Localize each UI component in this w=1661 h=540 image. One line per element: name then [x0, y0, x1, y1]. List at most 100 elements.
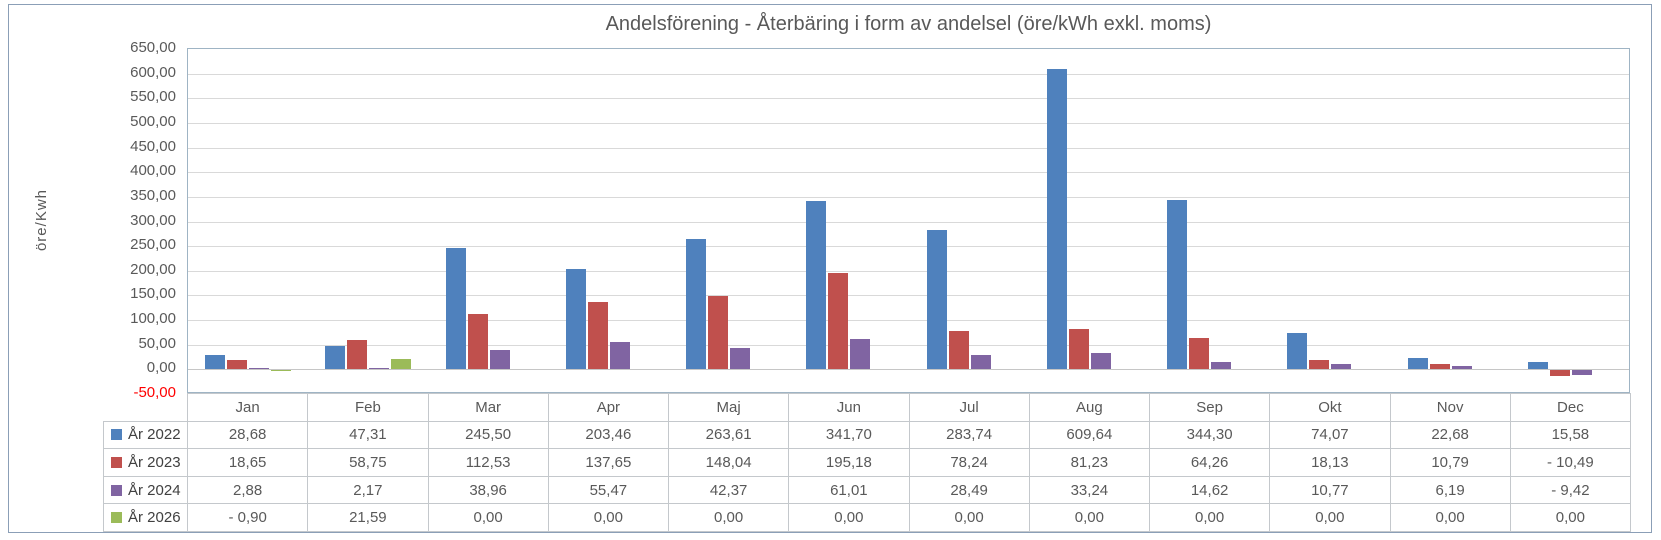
bar-år-2022-nov[interactable]	[1407, 358, 1428, 370]
plot-area[interactable]	[187, 48, 1630, 393]
value-cell: 0,00	[1509, 503, 1632, 532]
value-cell: 14,62	[1148, 475, 1271, 505]
bar-år-2022-mar[interactable]	[445, 248, 466, 370]
value-cell: 0,00	[1148, 503, 1271, 532]
value-cell: 0,00	[667, 503, 790, 532]
legend-label: År 2023	[128, 453, 181, 471]
bar-år-2024-sep[interactable]	[1211, 362, 1232, 370]
month-header-cell: Jan	[186, 393, 309, 422]
value-cell: 74,07	[1269, 420, 1391, 450]
value-cell: 42,37	[667, 475, 790, 505]
y-tick-label: 100,00	[130, 310, 176, 328]
value-cell: 0,00	[1389, 503, 1511, 532]
bar-år-2022-jan[interactable]	[205, 355, 226, 370]
value-cell: 78,24	[908, 448, 1030, 477]
y-tick-label: 250,00	[130, 236, 176, 254]
value-cell: 61,01	[788, 475, 910, 505]
bar-år-2024-maj[interactable]	[730, 348, 751, 370]
value-cell: 6,19	[1389, 475, 1511, 505]
bar-år-2023-dec[interactable]	[1549, 370, 1570, 376]
gridline	[188, 246, 1629, 248]
month-header-cell: Okt	[1269, 393, 1391, 422]
table-row: År 2022 28,68 47,31 245,50 203,46 263,61 341,7…	[103, 420, 1632, 450]
bar-år-2024-okt[interactable]	[1331, 364, 1352, 370]
value-cell: 10,77	[1269, 475, 1391, 505]
gridline	[188, 270, 1629, 272]
bar-år-2022-feb[interactable]	[325, 346, 346, 370]
legend-key-swatch	[111, 484, 122, 496]
month-header-cell: Feb	[307, 393, 429, 422]
value-cell: 33,24	[1028, 475, 1151, 505]
bar-år-2023-nov[interactable]	[1429, 364, 1450, 370]
value-cell: 38,96	[427, 475, 549, 505]
bar-år-2022-apr[interactable]	[565, 269, 586, 370]
bar-år-2024-apr[interactable]	[609, 342, 630, 370]
bar-år-2024-aug[interactable]	[1090, 352, 1111, 370]
bar-år-2022-okt[interactable]	[1287, 332, 1308, 370]
bar-år-2022-jun[interactable]	[806, 200, 827, 370]
legend-label: År 2022	[128, 426, 181, 444]
gridline	[188, 320, 1629, 322]
value-cell: - 10,49	[1509, 448, 1632, 477]
bar-år-2026-feb[interactable]	[391, 358, 412, 370]
bar-år-2023-mar[interactable]	[467, 313, 488, 370]
bar-år-2023-aug[interactable]	[1068, 329, 1089, 370]
gridline	[188, 147, 1629, 149]
bar-år-2026-jan[interactable]	[271, 370, 292, 371]
month-header-cell: Mar	[427, 393, 549, 422]
value-cell: 0,00	[547, 503, 670, 532]
bar-år-2023-sep[interactable]	[1189, 337, 1210, 370]
bar-år-2023-jan[interactable]	[227, 360, 248, 370]
value-cell: 0,00	[908, 503, 1030, 532]
bar-år-2024-nov[interactable]	[1451, 366, 1472, 370]
y-tick-label: 600,00	[130, 63, 176, 81]
bar-år-2023-apr[interactable]	[587, 301, 608, 370]
y-tick-label: 200,00	[130, 260, 176, 278]
table-corner-cell	[104, 394, 188, 422]
y-tick-label: 0,00	[146, 359, 176, 377]
value-cell: 55,47	[547, 475, 670, 505]
value-cell: 15,58	[1509, 420, 1632, 450]
bar-år-2023-feb[interactable]	[347, 340, 368, 370]
month-header-cell: Nov	[1389, 393, 1511, 422]
bar-år-2022-sep[interactable]	[1167, 199, 1188, 370]
month-header-cell: Apr	[547, 393, 670, 422]
bar-år-2024-jun[interactable]	[850, 339, 871, 370]
bar-år-2022-aug[interactable]	[1046, 68, 1067, 370]
value-cell: 0,00	[427, 503, 549, 532]
y-tick-label: 350,00	[130, 186, 176, 204]
bar-år-2023-jul[interactable]	[948, 330, 969, 370]
legend-cell: År 2026	[103, 503, 188, 532]
bar-år-2024-dec[interactable]	[1571, 370, 1592, 375]
bar-år-2024-mar[interactable]	[489, 350, 510, 370]
value-cell: 341,70	[788, 420, 910, 450]
value-cell: 64,26	[1148, 448, 1271, 477]
value-cell: 28,68	[186, 420, 309, 450]
bar-år-2022-maj[interactable]	[686, 239, 707, 370]
value-cell: 47,31	[307, 420, 429, 450]
bar-år-2023-okt[interactable]	[1309, 360, 1330, 370]
legend-label: År 2026	[128, 509, 181, 527]
bar-år-2022-jul[interactable]	[926, 229, 947, 370]
gridline	[188, 221, 1629, 223]
bar-år-2024-jul[interactable]	[970, 355, 991, 370]
gridline	[188, 172, 1629, 174]
gridline	[188, 196, 1629, 198]
bar-år-2024-jan[interactable]	[249, 367, 270, 370]
month-header-cell: Dec	[1509, 393, 1632, 422]
y-tick-label: 550,00	[130, 88, 176, 106]
value-cell: 245,50	[427, 420, 549, 450]
value-cell: 2,88	[186, 475, 309, 505]
bar-år-2023-jun[interactable]	[828, 273, 849, 370]
bar-år-2023-maj[interactable]	[708, 296, 729, 370]
value-cell: 0,00	[788, 503, 910, 532]
value-cell: 263,61	[667, 420, 790, 450]
value-cell: 10,79	[1389, 448, 1511, 477]
value-cell: 0,00	[1269, 503, 1391, 532]
bar-år-2022-dec[interactable]	[1527, 361, 1548, 370]
gridline	[188, 73, 1629, 75]
bar-år-2024-feb[interactable]	[369, 368, 390, 370]
gridline	[188, 122, 1629, 124]
y-tick-label: 450,00	[130, 137, 176, 155]
